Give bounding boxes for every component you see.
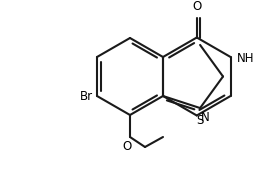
Text: N: N [201, 111, 209, 124]
Text: O: O [122, 140, 132, 153]
Text: NH: NH [236, 52, 254, 64]
Text: Br: Br [80, 91, 93, 103]
Text: S: S [196, 114, 204, 127]
Text: O: O [192, 1, 201, 14]
